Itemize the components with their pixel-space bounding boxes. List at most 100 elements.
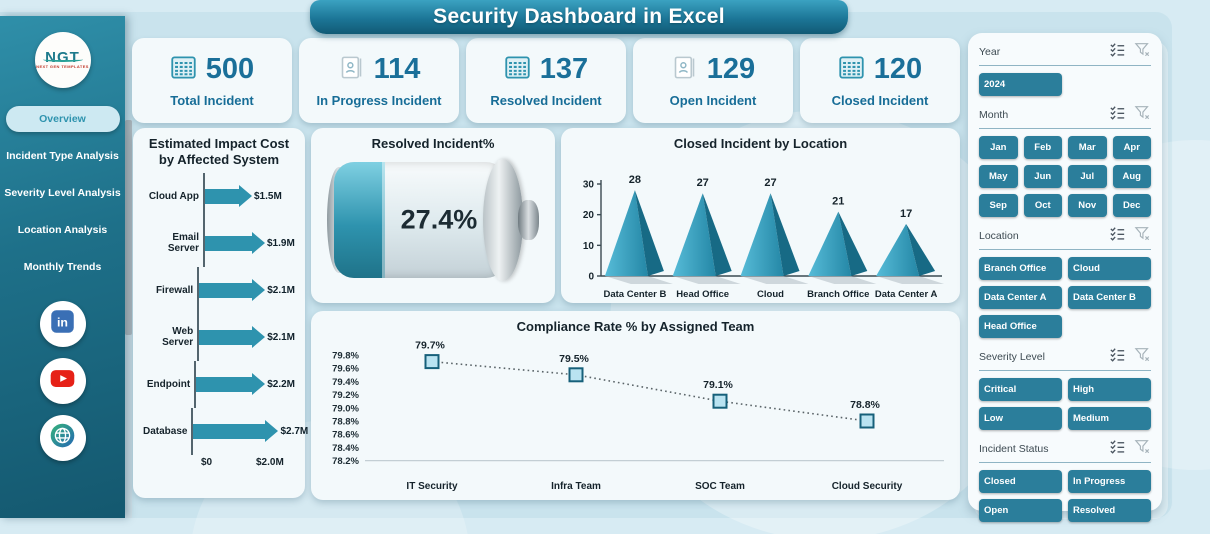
filter-option-severity-level-critical[interactable]: Critical — [979, 378, 1062, 401]
sidebar-item-severity-level-analysis[interactable]: Severity Level Analysis — [4, 187, 121, 199]
kpi-card-closed-incident: 120 Closed Incident — [800, 38, 960, 123]
impact-cost-chart-card: Estimated Impact Cost by Affected System… — [133, 128, 308, 498]
slicer-title: Month — [979, 109, 1009, 121]
filter-option-month-aug[interactable]: Aug — [1112, 165, 1151, 188]
filter-option-month-jan[interactable]: Jan — [979, 136, 1018, 159]
filter-option-month-may[interactable]: May — [979, 165, 1018, 188]
filter-option-location-data-center-a[interactable]: Data Center A — [979, 286, 1062, 309]
bar-area: $2.2M — [194, 360, 295, 408]
value-label: $2.2M — [267, 378, 295, 390]
linkedin-button[interactable]: in — [39, 301, 86, 347]
multiselect-icon[interactable] — [1109, 347, 1126, 367]
filter-option-location-branch-office[interactable]: Branch Office — [979, 257, 1062, 280]
impact-row-web-server: Web Server $2.1M — [143, 313, 295, 361]
svg-text:IT Security: IT Security — [406, 481, 458, 492]
multiselect-icon[interactable] — [1109, 439, 1126, 459]
clear-filter-icon[interactable] — [1134, 439, 1151, 459]
filter-option-incident-status-closed[interactable]: Closed — [979, 470, 1062, 493]
arrow-head — [252, 232, 265, 254]
impact-row-database: Database $2.7M — [143, 407, 308, 455]
scrollbar-track[interactable] — [125, 120, 132, 518]
clear-filter-icon[interactable] — [1134, 226, 1151, 246]
kpi-top: 129 — [671, 53, 755, 86]
closed-by-location-card: Closed Incident by Location 0 10 20 30 28 Dat… — [561, 128, 960, 303]
filter-option-severity-level-low[interactable]: Low — [979, 407, 1062, 430]
filter-option-incident-status-resolved[interactable]: Resolved — [1068, 499, 1151, 522]
sidebar-item-incident-type-analysis[interactable]: Incident Type Analysis — [6, 150, 119, 162]
filter-option-month-apr[interactable]: Apr — [1112, 136, 1151, 159]
spreadsheet-icon — [838, 54, 865, 86]
slicer-severity-level: Severity Level Critical High Low Medium — [979, 347, 1151, 430]
filter-option-month-feb[interactable]: Feb — [1023, 136, 1062, 159]
slicer-header: Severity Level — [979, 347, 1151, 371]
kpi-label: Closed Incident — [831, 93, 929, 108]
sidebar-nav: Overview Incident Type Analysis Severity L… — [0, 106, 125, 291]
svg-text:Cloud: Cloud — [757, 289, 784, 300]
arrow-bar — [199, 282, 253, 298]
slicer-header-icons — [1109, 42, 1151, 62]
pyramid-chart: 0 10 20 30 28 Data Center B 27 Head Office 27 Clo… — [571, 152, 950, 307]
bar-area: $2.1M — [197, 313, 295, 361]
arrow-head — [252, 326, 266, 348]
compliance-line-chart: 79.8% 79.6% 79.4% 79.2% 79.0% 78.8% 78.6% 78.4%… — [321, 335, 950, 500]
sidebar-item-location-analysis[interactable]: Location Analysis — [17, 224, 108, 236]
value-label: $1.9M — [267, 237, 295, 249]
svg-text:SOC Team: SOC Team — [695, 481, 745, 492]
multiselect-icon[interactable] — [1109, 42, 1126, 62]
filter-option-incident-status-in-progress[interactable]: In Progress — [1068, 470, 1151, 493]
compliance-chart-svg: 79.8% 79.6% 79.4% 79.2% 79.0% 78.8% 78.6% 78.4%… — [332, 340, 944, 492]
scrollbar-thumb[interactable] — [125, 120, 132, 335]
filter-option-month-oct[interactable]: Oct — [1023, 194, 1062, 217]
category-label: Database — [143, 425, 188, 437]
filter-option-location-data-center-b[interactable]: Data Center B — [1068, 286, 1151, 309]
slicer-location: Location Branch Office Cloud Data Center A D… — [979, 226, 1151, 338]
spreadsheet-icon — [504, 54, 531, 86]
svg-text:27: 27 — [764, 177, 776, 189]
filter-option-month-jun[interactable]: Jun — [1023, 165, 1062, 188]
clear-filter-icon[interactable] — [1134, 105, 1151, 125]
filter-option-month-dec[interactable]: Dec — [1112, 194, 1151, 217]
ngt-logo: NGT NEXT GEN TEMPLATES — [34, 32, 91, 88]
filter-option-incident-status-open[interactable]: Open — [979, 499, 1062, 522]
slicer-header-icons — [1109, 347, 1151, 367]
svg-text:Head Office: Head Office — [676, 289, 729, 300]
kpi-value: 114 — [373, 53, 421, 85]
filter-option-month-jul[interactable]: Jul — [1068, 165, 1107, 188]
filter-option-month-mar[interactable]: Mar — [1068, 136, 1107, 159]
bar-area: $2.1M — [197, 266, 295, 314]
arrow-head — [265, 420, 279, 442]
svg-text:79.2%: 79.2% — [332, 390, 359, 401]
svg-text:Cloud Security: Cloud Security — [832, 481, 903, 492]
svg-text:78.8%: 78.8% — [850, 399, 880, 411]
filter-option-severity-level-high[interactable]: High — [1068, 378, 1151, 401]
impact-row-endpoint: Endpoint $2.2M — [143, 360, 295, 408]
slicer-header: Location — [979, 226, 1151, 250]
filter-option-month-nov[interactable]: Nov — [1068, 194, 1107, 217]
filter-option-location-head-office[interactable]: Head Office — [979, 315, 1062, 338]
svg-text:79.0%: 79.0% — [332, 404, 359, 415]
svg-text:21: 21 — [832, 196, 844, 208]
youtube-button[interactable] — [39, 358, 86, 404]
website-button[interactable] — [39, 415, 86, 461]
multiselect-icon[interactable] — [1109, 226, 1126, 246]
filter-option-location-cloud[interactable]: Cloud — [1068, 257, 1151, 280]
sidebar-item-overview[interactable]: Overview — [5, 106, 120, 132]
filter-option-severity-level-medium[interactable]: Medium — [1068, 407, 1151, 430]
svg-text:17: 17 — [900, 208, 912, 220]
filter-option-month-sep[interactable]: Sep — [979, 194, 1018, 217]
kpi-top: 120 — [838, 53, 922, 86]
clear-filter-icon[interactable] — [1134, 42, 1151, 62]
svg-text:27: 27 — [697, 177, 709, 189]
kpi-card-in-progress-incident: 114 In Progress Incident — [299, 38, 459, 123]
value-label: $2.1M — [267, 331, 295, 343]
kpi-value: 129 — [706, 53, 756, 85]
multiselect-icon[interactable] — [1109, 105, 1126, 125]
filter-option-year-2024[interactable]: 2024 — [979, 73, 1062, 96]
sidebar-item-monthly-trends[interactable]: Monthly Trends — [23, 261, 102, 273]
clear-filter-icon[interactable] — [1134, 347, 1151, 367]
impact-cost-chart: Cloud App $1.5M Email Server $1.9M Firewall $… — [143, 172, 308, 455]
battery-right-cap — [483, 159, 523, 282]
svg-text:30: 30 — [583, 180, 595, 191]
arrow-bar — [196, 376, 253, 392]
